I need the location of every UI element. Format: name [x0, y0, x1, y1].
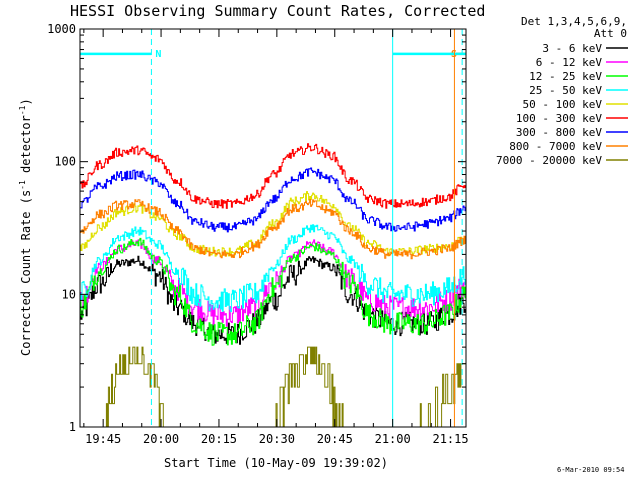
legend-header-attenuator: Att 0: [594, 27, 627, 40]
y-tick-label: 1000: [47, 22, 76, 36]
legend-label-100-300-kev: 100 - 300 keV: [516, 112, 602, 125]
legend-label-6-12-kev: 6 - 12 keV: [536, 56, 603, 69]
chart-title: HESSI Observing Summary Count Rates, Cor…: [70, 2, 485, 20]
y-tick-label: 100: [54, 155, 76, 169]
series-line-25-50-kev: [80, 224, 467, 313]
legend-label-800-7000-kev: 800 - 7000 keV: [509, 140, 602, 153]
legend-label-12-25-kev: 12 - 25 keV: [529, 70, 602, 83]
flag-label-n: N: [155, 49, 161, 60]
legend-label-300-800-kev: 300 - 800 keV: [516, 126, 602, 139]
series-line-300-800-kev: [80, 167, 467, 233]
legend-label-25-50-kev: 25 - 50 keV: [529, 84, 602, 97]
x-tick-label: 20:15: [201, 432, 237, 446]
legend-label-7000-20000-kev: 7000 - 20000 keV: [496, 154, 602, 167]
x-tick-label: 21:15: [432, 432, 468, 446]
x-tick-label: 20:00: [143, 432, 179, 446]
x-tick-label: 19:45: [85, 432, 121, 446]
series-line-3-6-kev: [80, 255, 467, 345]
y-axis-label: Corrected Count Rate (s-1 detector-1): [18, 98, 33, 356]
y-axis-ticks: 1 10 100 1000: [47, 22, 466, 434]
y-tick-label: 1: [69, 420, 76, 434]
x-tick-label: 20:30: [259, 432, 295, 446]
x-axis-label: Start Time (10-May-09 19:39:02): [164, 456, 388, 470]
series-line-800-7000-kev: [80, 199, 467, 260]
plot-markers-group: NS: [80, 29, 466, 427]
legend-label-50-100-kev: 50 - 100 keV: [523, 98, 603, 111]
y-tick-label: 10: [62, 287, 76, 301]
series-line-12-25-kev: [80, 237, 467, 346]
x-axis-ticks: 19:45 20:00 20:15 20:30 20:45 21:00 21:15: [83, 29, 469, 446]
plot-frame: [79, 28, 467, 428]
series-line-100-300-kev: [80, 143, 467, 209]
x-tick-label: 20:45: [317, 432, 353, 446]
legend-label-3-6-kev: 3 - 6 keV: [542, 42, 602, 55]
x-tick-label: 21:00: [375, 432, 411, 446]
date-stamp: 6-Mar-2010 09:54: [557, 466, 624, 474]
legend-header-detectors: Det 1,3,4,5,6,9,: [521, 15, 627, 28]
plot-series-group: [80, 143, 467, 428]
